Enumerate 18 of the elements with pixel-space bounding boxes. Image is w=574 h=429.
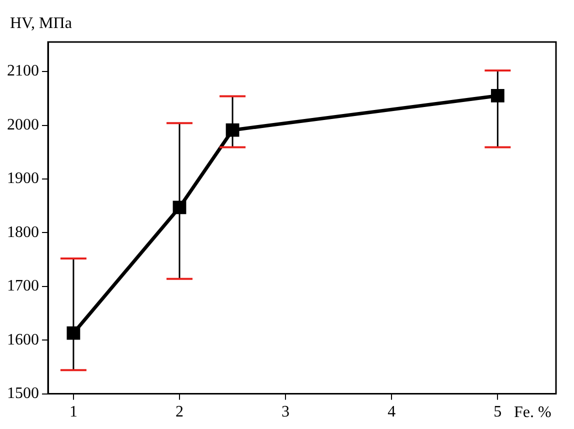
x-axis-title: Fe. % bbox=[514, 404, 552, 422]
y-tick-label: 1500 bbox=[7, 385, 39, 402]
point bbox=[172, 200, 186, 214]
y-tick-label: 1900 bbox=[7, 170, 39, 188]
y-tick-label: 2000 bbox=[7, 116, 39, 134]
y-tick-label: 1600 bbox=[7, 331, 39, 348]
y-tick-label: 1700 bbox=[7, 278, 39, 295]
point bbox=[490, 89, 504, 102]
y-tick-label: 1800 bbox=[7, 224, 39, 241]
y-tick-label: 2100 bbox=[7, 62, 39, 80]
point bbox=[66, 326, 80, 340]
x-tick-label: 2 bbox=[176, 404, 184, 421]
x-tick-label: 4 bbox=[388, 404, 396, 421]
x-tick-label: 1 bbox=[69, 404, 78, 421]
x-tick-label: 3 bbox=[282, 404, 290, 421]
y-axis-title: HV, МПа bbox=[10, 15, 72, 32]
point bbox=[226, 123, 240, 137]
x-tick-label: 5 bbox=[494, 404, 502, 421]
